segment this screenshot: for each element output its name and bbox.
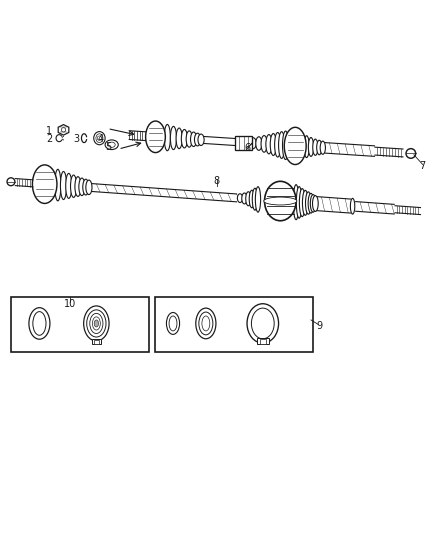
Ellipse shape xyxy=(284,127,306,165)
Ellipse shape xyxy=(164,124,170,151)
Ellipse shape xyxy=(71,175,77,197)
Bar xyxy=(11,297,149,352)
Text: 7: 7 xyxy=(420,161,426,171)
Ellipse shape xyxy=(92,317,100,330)
Ellipse shape xyxy=(75,176,81,196)
Ellipse shape xyxy=(94,320,99,327)
Ellipse shape xyxy=(66,173,72,198)
Ellipse shape xyxy=(251,308,274,339)
Ellipse shape xyxy=(199,312,213,335)
Ellipse shape xyxy=(308,138,314,156)
Ellipse shape xyxy=(33,312,46,335)
Ellipse shape xyxy=(264,197,297,205)
Ellipse shape xyxy=(166,312,180,334)
Ellipse shape xyxy=(90,313,103,334)
Ellipse shape xyxy=(105,140,118,150)
Text: 2: 2 xyxy=(46,134,52,144)
Ellipse shape xyxy=(265,181,296,221)
Ellipse shape xyxy=(7,178,15,185)
Ellipse shape xyxy=(266,134,272,154)
Ellipse shape xyxy=(310,195,316,212)
Ellipse shape xyxy=(261,135,267,152)
Polygon shape xyxy=(58,125,69,135)
Text: 5: 5 xyxy=(105,142,111,152)
Ellipse shape xyxy=(170,126,177,150)
Ellipse shape xyxy=(94,132,105,145)
Bar xyxy=(235,135,252,150)
Ellipse shape xyxy=(55,169,61,201)
Ellipse shape xyxy=(169,316,177,331)
Ellipse shape xyxy=(275,133,281,157)
Ellipse shape xyxy=(237,194,243,203)
Ellipse shape xyxy=(83,179,89,195)
Ellipse shape xyxy=(194,133,201,146)
Ellipse shape xyxy=(270,134,276,156)
Text: 3: 3 xyxy=(74,134,80,144)
Ellipse shape xyxy=(86,180,92,195)
Ellipse shape xyxy=(79,178,85,196)
Text: 1: 1 xyxy=(46,126,52,136)
Ellipse shape xyxy=(296,187,302,218)
Ellipse shape xyxy=(29,308,50,339)
Ellipse shape xyxy=(84,306,109,341)
Ellipse shape xyxy=(299,189,305,216)
Ellipse shape xyxy=(250,138,256,149)
Ellipse shape xyxy=(249,190,254,208)
Ellipse shape xyxy=(255,187,261,212)
Bar xyxy=(257,338,269,344)
Text: 10: 10 xyxy=(64,298,76,309)
Ellipse shape xyxy=(313,139,318,155)
Ellipse shape xyxy=(108,142,115,147)
Ellipse shape xyxy=(302,190,308,215)
Ellipse shape xyxy=(317,140,322,155)
Text: 6: 6 xyxy=(244,143,251,154)
Ellipse shape xyxy=(279,132,285,158)
Ellipse shape xyxy=(305,192,311,214)
Text: 4: 4 xyxy=(98,134,104,144)
Ellipse shape xyxy=(406,149,416,158)
Ellipse shape xyxy=(308,193,314,213)
Ellipse shape xyxy=(145,121,165,152)
Ellipse shape xyxy=(87,310,106,337)
Ellipse shape xyxy=(247,304,279,343)
Circle shape xyxy=(61,128,66,132)
Ellipse shape xyxy=(246,192,251,206)
Ellipse shape xyxy=(198,134,204,146)
Ellipse shape xyxy=(320,141,325,154)
Bar xyxy=(155,297,313,352)
Bar xyxy=(92,339,101,344)
Ellipse shape xyxy=(60,172,67,199)
Ellipse shape xyxy=(32,165,57,204)
Ellipse shape xyxy=(256,137,262,150)
Ellipse shape xyxy=(202,316,210,331)
Ellipse shape xyxy=(191,132,197,147)
Ellipse shape xyxy=(304,136,309,158)
Bar xyxy=(260,339,266,344)
Ellipse shape xyxy=(350,198,355,214)
Ellipse shape xyxy=(96,134,103,142)
Ellipse shape xyxy=(186,131,192,147)
Bar xyxy=(94,340,99,344)
Ellipse shape xyxy=(252,188,258,210)
Ellipse shape xyxy=(283,131,289,159)
Ellipse shape xyxy=(313,196,318,212)
Ellipse shape xyxy=(181,130,187,148)
Text: 9: 9 xyxy=(317,321,323,330)
Ellipse shape xyxy=(293,184,299,220)
Ellipse shape xyxy=(176,128,182,149)
Ellipse shape xyxy=(196,308,216,339)
Circle shape xyxy=(97,136,102,140)
Ellipse shape xyxy=(242,193,247,204)
Text: 8: 8 xyxy=(214,176,220,186)
